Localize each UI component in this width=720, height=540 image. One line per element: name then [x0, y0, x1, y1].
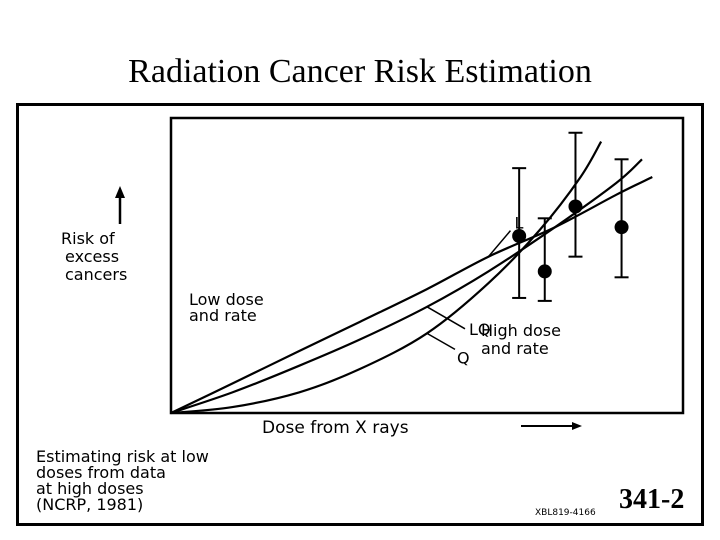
- data-point-4: [614, 220, 629, 235]
- curve-lq-leader: [426, 306, 466, 330]
- x-axis-arrow-head: [572, 422, 582, 430]
- curve-q-leader: [426, 332, 456, 351]
- y-axis-label-line-2: excess: [65, 247, 119, 266]
- figure-stamp: XBL819-4166: [535, 508, 596, 518]
- high-dose-label-line-2: and rate: [481, 339, 549, 358]
- y-axis-label-line-3: cancers: [65, 265, 127, 284]
- data-point-2: [537, 264, 552, 279]
- curve-q: [170, 141, 603, 415]
- plot-frame: [169, 116, 685, 415]
- caption-line-2: doses from data: [36, 463, 166, 482]
- low-dose-label-line-1: Low dose: [189, 290, 264, 309]
- x-axis-label: Dose from X rays: [262, 418, 409, 438]
- figure-panel: Risk of excess cancers Dose from X rays …: [16, 103, 704, 526]
- curve-l-leader: [487, 230, 512, 258]
- data-point-3: [568, 199, 583, 214]
- curve-q-label: Q: [457, 348, 470, 367]
- curve-l: [170, 176, 653, 414]
- data-point-1: [512, 229, 527, 243]
- slide-title: Radiation Cancer Risk Estimation: [128, 53, 592, 90]
- slide-number: 341-2: [619, 484, 685, 515]
- low-dose-label-line-2: and rate: [189, 306, 257, 325]
- curve-lq-label: LQ: [469, 320, 491, 339]
- y-axis-label-line-1: Risk of: [61, 229, 115, 248]
- dose-response-chart: Risk of excess cancers Dose from X rays …: [36, 116, 685, 518]
- y-axis-arrow-head: [115, 186, 125, 198]
- caption-line-1: Estimating risk at low: [36, 447, 209, 466]
- curve-lq: [170, 158, 643, 415]
- caption-line-3: at high doses: [36, 479, 144, 498]
- high-dose-label-line-1: High dose: [481, 321, 561, 340]
- caption-line-4: (NCRP, 1981): [36, 495, 143, 514]
